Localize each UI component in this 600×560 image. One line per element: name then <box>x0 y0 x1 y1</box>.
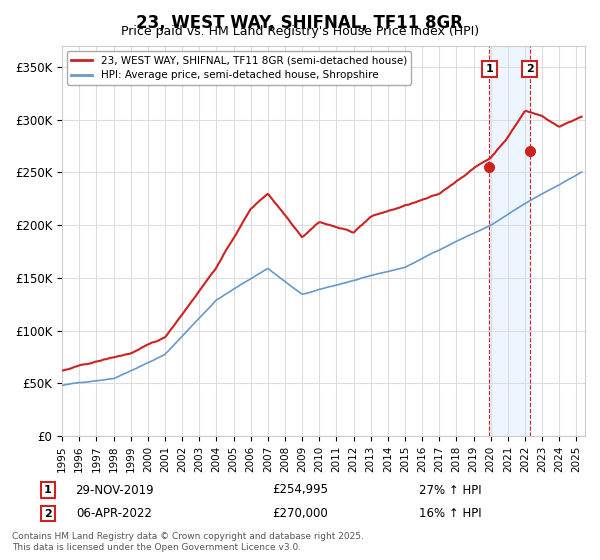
Text: 06-APR-2022: 06-APR-2022 <box>76 507 152 520</box>
Text: £270,000: £270,000 <box>272 507 328 520</box>
Text: 2: 2 <box>526 64 533 74</box>
Text: Price paid vs. HM Land Registry's House Price Index (HPI): Price paid vs. HM Land Registry's House … <box>121 25 479 38</box>
Text: 23, WEST WAY, SHIFNAL, TF11 8GR: 23, WEST WAY, SHIFNAL, TF11 8GR <box>137 14 464 32</box>
Legend: 23, WEST WAY, SHIFNAL, TF11 8GR (semi-detached house), HPI: Average price, semi-: 23, WEST WAY, SHIFNAL, TF11 8GR (semi-de… <box>67 51 411 85</box>
Text: 1: 1 <box>485 64 493 74</box>
Text: 16% ↑ HPI: 16% ↑ HPI <box>419 507 481 520</box>
Text: Contains HM Land Registry data © Crown copyright and database right 2025.
This d: Contains HM Land Registry data © Crown c… <box>12 532 364 552</box>
Text: 29-NOV-2019: 29-NOV-2019 <box>74 483 154 497</box>
Text: 1: 1 <box>44 485 52 495</box>
Text: 27% ↑ HPI: 27% ↑ HPI <box>419 483 481 497</box>
Text: £254,995: £254,995 <box>272 483 328 497</box>
Text: 2: 2 <box>44 508 52 519</box>
